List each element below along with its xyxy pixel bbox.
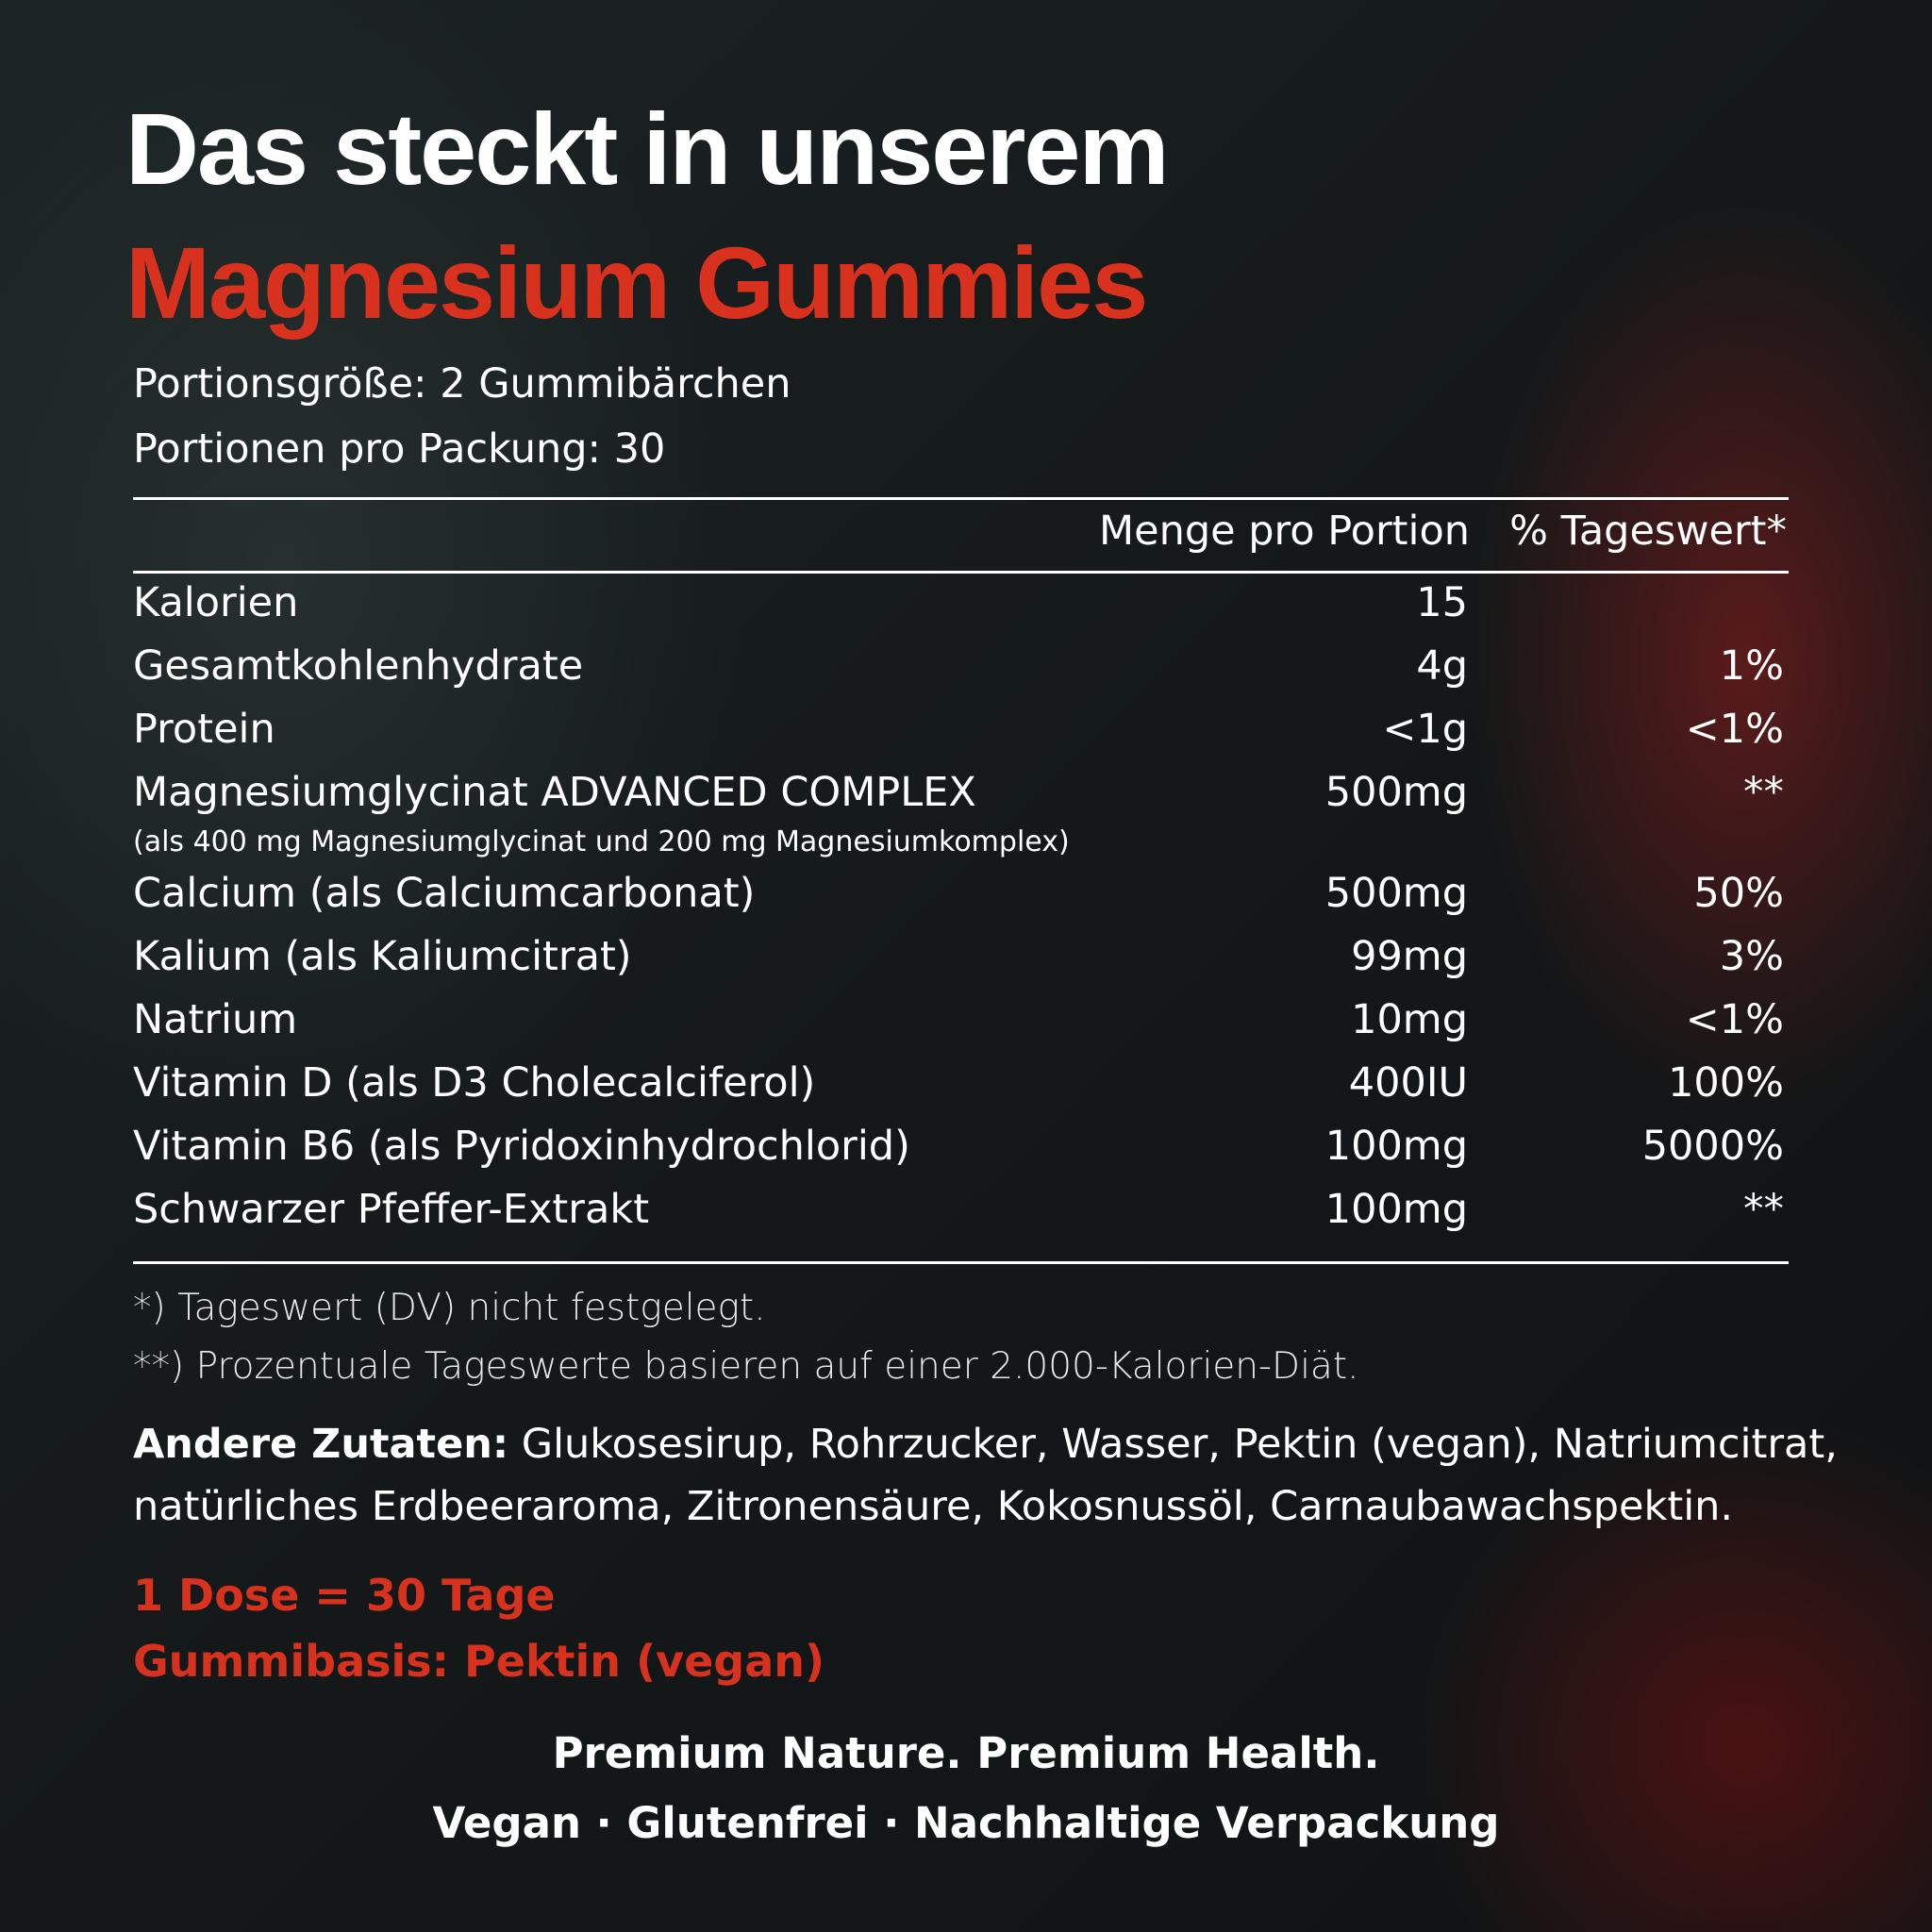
row-amount: 500mg xyxy=(1324,870,1468,917)
row-dv: 50% xyxy=(1693,870,1784,917)
serving-count: Portionen pro Packung: 30 xyxy=(133,425,666,473)
row-amount: 100mg xyxy=(1324,1123,1468,1170)
row-dv: <1% xyxy=(1685,996,1784,1043)
row-amount: <1g xyxy=(1382,706,1468,753)
footnote: **) Prozentuale Tageswerte basieren auf … xyxy=(133,1345,1359,1388)
divider xyxy=(133,571,1789,574)
row-amount: 100mg xyxy=(1324,1186,1468,1233)
row-name: Kalium (als Kaliumcitrat) xyxy=(133,933,632,980)
column-header: Menge pro Portion xyxy=(1099,508,1470,555)
row-amount: 500mg xyxy=(1324,769,1468,816)
highlight: Gummibasis: Pektin (vegan) xyxy=(133,1636,825,1687)
row-dv: 5000% xyxy=(1641,1123,1784,1170)
row-dv: 3% xyxy=(1719,933,1784,980)
row-name: Vitamin D (als D3 Cholecalciferol) xyxy=(133,1059,816,1107)
divider xyxy=(133,497,1789,500)
footnote: *) Tageswert (DV) nicht festgelegt. xyxy=(133,1287,766,1329)
footer-line: Vegan · Glutenfrei · Nachhaltige Verpack… xyxy=(432,1798,1500,1848)
footer-line: Premium Nature. Premium Health. xyxy=(552,1728,1380,1778)
row-name: Gesamtkohlenhydrate xyxy=(133,642,584,690)
row-name: Natrium xyxy=(133,996,298,1043)
ingredients: Andere Zutaten: Glukosesirup, Rohrzucker… xyxy=(133,1413,1859,1538)
row-name: Kalorien xyxy=(133,579,299,626)
row-name: Vitamin B6 (als Pyridoxinhydrochlorid) xyxy=(133,1123,910,1170)
title: Das steckt in unserem xyxy=(125,92,1169,206)
row-dv: <1% xyxy=(1685,706,1784,753)
highlight: 1 Dose = 30 Tage xyxy=(133,1570,556,1621)
divider xyxy=(133,1261,1789,1264)
row-amount: 10mg xyxy=(1351,996,1468,1043)
row-note: (als 400 mg Magnesiumglycinat und 200 mg… xyxy=(133,825,1070,858)
serving-size: Portionsgröße: 2 Gummibärchen xyxy=(133,360,791,408)
row-dv: ** xyxy=(1743,769,1784,816)
row-dv: 1% xyxy=(1719,642,1784,690)
row-amount: 15 xyxy=(1416,579,1468,626)
title-accent: Magnesium Gummies xyxy=(125,225,1148,340)
row-dv: ** xyxy=(1743,1186,1784,1233)
row-name: Magnesiumglycinat ADVANCED COMPLEX xyxy=(133,769,976,816)
row-amount: 400IU xyxy=(1348,1059,1468,1107)
column-header: % Tageswert* xyxy=(1509,508,1787,555)
row-name: Schwarzer Pfeffer-Extrakt xyxy=(133,1186,650,1233)
row-dv: 100% xyxy=(1668,1059,1784,1107)
ingredients-text: Glukosesirup, Rohrzucker, Wasser, Pektin… xyxy=(133,1421,1838,1530)
row-amount: 99mg xyxy=(1351,933,1468,980)
ingredients-label: Andere Zutaten: xyxy=(133,1421,509,1468)
row-name: Calcium (als Calciumcarbonat) xyxy=(133,870,756,917)
row-name: Protein xyxy=(133,706,275,753)
row-amount: 4g xyxy=(1416,642,1468,690)
